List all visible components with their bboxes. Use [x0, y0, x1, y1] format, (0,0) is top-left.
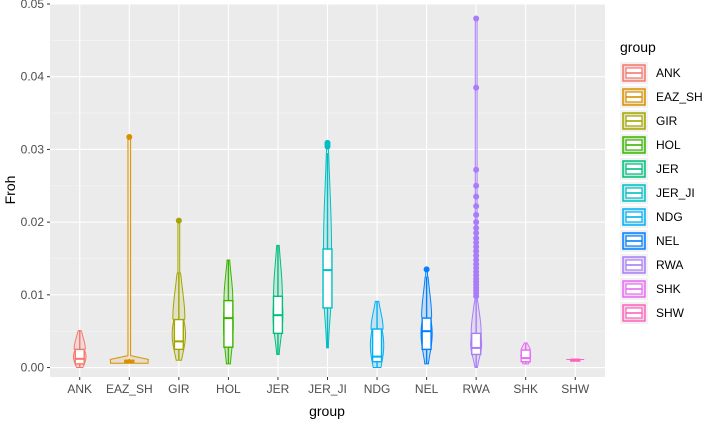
group-shw [566, 358, 585, 362]
legend-label: HOL [656, 138, 681, 152]
y-tick-label: 0.02 [21, 215, 45, 229]
outlier-point [473, 15, 480, 22]
legend-label: SHK [656, 282, 681, 296]
outlier-point [175, 217, 182, 224]
legend-label: NEL [656, 234, 680, 248]
outlier-point [473, 256, 480, 263]
box [520, 349, 531, 363]
outlier-point [473, 239, 480, 246]
box [371, 328, 383, 363]
group-hol [222, 259, 234, 365]
x-tick-label: NEL [415, 382, 439, 396]
y-tick-label: 0.04 [21, 70, 45, 84]
group-rwa [470, 15, 483, 369]
box [421, 317, 432, 351]
y-axis-title: Froh [2, 176, 18, 205]
x-tick-label: SHK [513, 382, 538, 396]
group-ank [72, 329, 87, 369]
legend-label: NDG [656, 210, 683, 224]
y-tick-label: 0.01 [21, 288, 45, 302]
outlier-point [473, 235, 480, 242]
outlier-point [473, 182, 480, 189]
outlier-point [473, 219, 480, 226]
outlier-point [473, 193, 480, 200]
x-tick-label: EAZ_SH [106, 382, 153, 396]
legend-label: EAZ_SH [656, 90, 703, 104]
group-nel [420, 266, 433, 365]
outlier-point [423, 266, 430, 273]
box [471, 332, 482, 356]
legend-item-jer-ji: JER_JI [620, 182, 695, 204]
legend-item-hol: HOL [620, 134, 681, 156]
legend-item-shw: SHW [620, 302, 685, 324]
legend-item-nel: NEL [620, 230, 680, 252]
x-tick-label: GIR [168, 382, 190, 396]
x-tick-label: JER_JI [308, 382, 347, 396]
y-tick-label: 0.03 [21, 142, 45, 156]
series-layer [72, 15, 585, 369]
outlier-point [473, 203, 480, 210]
x-tick-label: JER [267, 382, 290, 396]
outlier-point [473, 84, 480, 91]
outlier-point [473, 211, 480, 218]
legend-label: ANK [656, 66, 681, 80]
group-jer-ji [322, 139, 333, 349]
legend-label: JER [656, 162, 679, 176]
legend-label: JER_JI [656, 186, 695, 200]
axes: 0.00 0.01 0.02 0.03 0.04 0.05 ANK EAZ_SH GIR HOL J… [21, 0, 590, 396]
legend-title: group [620, 39, 656, 55]
legend-item-jer: JER [620, 158, 679, 180]
legend-item-ank: ANK [620, 62, 681, 84]
outlier-point [473, 243, 480, 250]
legend-item-shk: SHK [620, 278, 681, 300]
y-tick-label: 0.05 [21, 0, 45, 11]
outlier-point [324, 139, 331, 146]
box [74, 348, 85, 365]
group-gir [171, 217, 187, 361]
group-ndg [369, 300, 385, 369]
outlier-point [473, 230, 480, 237]
legend: group ANK EAZ_SH GIR HOL JER JER_JI NDG NEL RWA S… [620, 39, 703, 324]
box [223, 299, 234, 348]
outlier-point [473, 248, 480, 255]
legend-item-ndg: NDG [620, 206, 683, 228]
legend-label: SHW [656, 306, 685, 320]
box [173, 318, 184, 351]
outlier-point [473, 224, 480, 231]
legend-item-rwa: RWA [620, 254, 683, 276]
x-tick-label: RWA [462, 382, 489, 396]
outlier-point [473, 261, 480, 268]
legend-label: RWA [656, 258, 683, 272]
legend-item-gir: GIR [620, 110, 678, 132]
x-tick-label: NDG [364, 382, 391, 396]
y-tick-label: 0.00 [21, 361, 45, 375]
legend-label: GIR [656, 114, 678, 128]
outlier-point [473, 252, 480, 259]
x-tick-label: SHW [561, 382, 590, 396]
legend-item-eaz-sh: EAZ_SH [620, 86, 703, 108]
box [322, 248, 333, 309]
x-tick-label: HOL [216, 382, 241, 396]
group-eaz-sh [109, 134, 149, 364]
x-tick-label: ANK [67, 382, 92, 396]
group-jer [272, 244, 284, 355]
group-shk [520, 342, 532, 365]
x-axis-title: group [309, 403, 345, 419]
outlier-point [473, 166, 480, 173]
outlier-point [126, 134, 133, 141]
